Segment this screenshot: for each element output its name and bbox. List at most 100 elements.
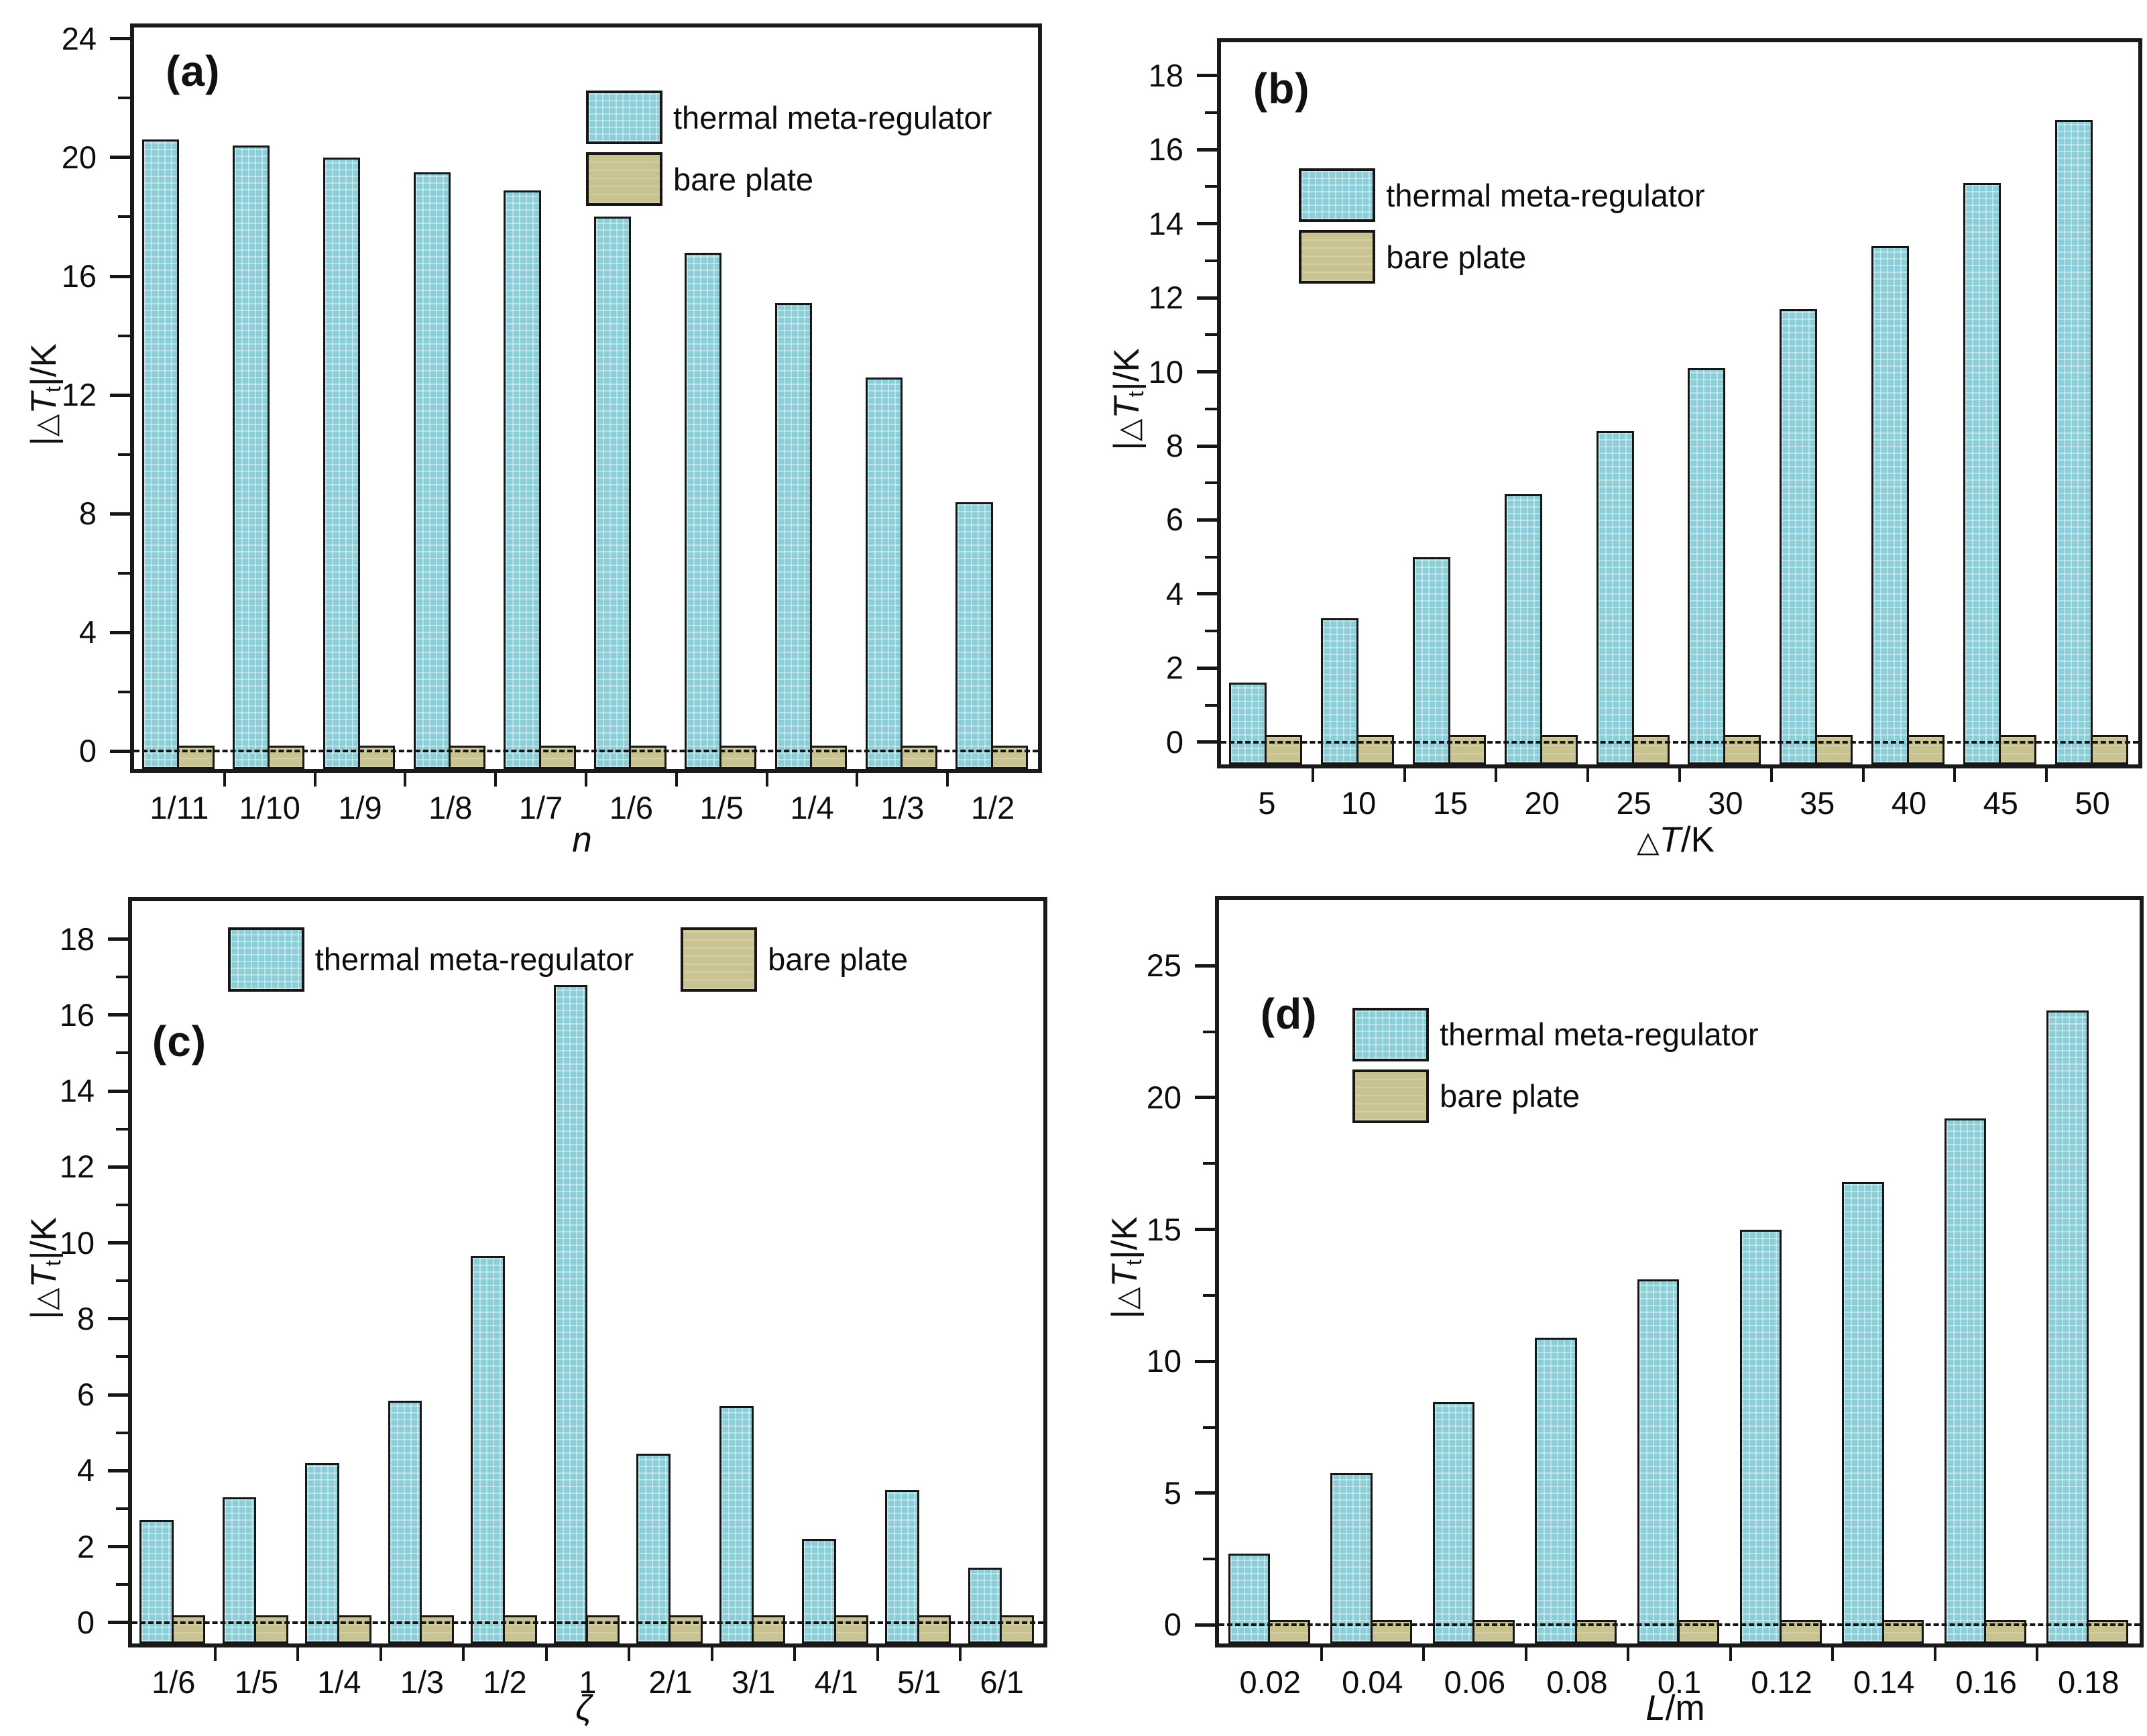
x-axis-tick: [675, 773, 678, 787]
x-axis-category-label: 1/3: [400, 1664, 445, 1700]
y-axis-title: |△Tt|/K: [1083, 38, 1170, 760]
y-axis-minor-tick: [1203, 1558, 1215, 1561]
y-axis-minor-tick: [116, 1431, 128, 1434]
bar-thermal-meta-regulator: [684, 252, 722, 769]
y-axis-major-tick: [1195, 1096, 1215, 1100]
bar-thermal-meta-regulator: [1871, 245, 1909, 764]
bar-thermal-meta-regulator: [1432, 1402, 1475, 1643]
bar-thermal-meta-regulator: [553, 984, 588, 1643]
x-axis-category-label: 5: [1258, 785, 1276, 821]
x-axis-tick: [1831, 1647, 1835, 1661]
bar-bare-plate: [1723, 734, 1761, 764]
y-axis-major-tick: [108, 1545, 128, 1549]
bar-bare-plate: [171, 1615, 206, 1643]
bar-bare-plate: [1631, 734, 1670, 764]
legend-swatch-bare-plate: [1299, 230, 1376, 284]
y-axis-tick-label: 2: [76, 1528, 95, 1564]
bar-bare-plate: [358, 745, 396, 769]
bar-thermal-meta-regulator: [719, 1406, 754, 1643]
bar-thermal-meta-regulator: [955, 502, 993, 769]
axis-label-part: t: [40, 1260, 65, 1267]
y-axis-tick-label: 20: [1146, 1079, 1181, 1115]
x-axis-category-label: 15: [1432, 785, 1468, 821]
y-axis-major-tick: [110, 156, 130, 160]
x-axis-tick: [1320, 1647, 1323, 1661]
y-axis-tick-label: 20: [61, 139, 97, 175]
x-axis-category-label: 0.12: [1751, 1664, 1812, 1700]
x-axis-category-label: 1/4: [790, 790, 834, 825]
y-axis-tick-label: 0: [1165, 724, 1183, 760]
x-axis-tick: [2045, 768, 2048, 782]
y-axis-minor-tick: [116, 1583, 128, 1586]
y-axis-tick-label: 0: [1163, 1607, 1181, 1643]
bar-bare-plate: [900, 745, 938, 769]
y-axis-major-tick: [1197, 148, 1217, 152]
x-axis-tick: [213, 1647, 217, 1661]
x-axis-tick: [1861, 768, 1865, 782]
bar-bare-plate: [1540, 734, 1578, 764]
plot-area-b: 0 2 4 6 8 10 12 14 16 18 (b) thermal meta-regulator…: [1149, 38, 2142, 782]
legend-item: thermal meta-regulator: [586, 91, 992, 144]
bar-thermal-meta-regulator: [1637, 1279, 1680, 1643]
bar-bare-plate: [502, 1615, 537, 1643]
zero-reference-line: [132, 1621, 1043, 1624]
y-axis-minor-tick: [1205, 259, 1217, 262]
axis-label-part: t: [40, 386, 65, 392]
y-axis-major-tick: [110, 512, 130, 516]
x-axis-category-label: 2/1: [648, 1664, 693, 1700]
bar-bare-plate: [990, 745, 1028, 769]
bar-bare-plate: [585, 1615, 620, 1643]
x-axis-category-label: 1/9: [338, 790, 382, 825]
x-axis-category-label: 1/4: [317, 1664, 361, 1700]
bar-thermal-meta-regulator: [802, 1539, 837, 1643]
zero-reference-line: [1219, 1623, 2140, 1627]
x-axis-tick: [404, 773, 407, 787]
bar-thermal-meta-regulator: [2046, 1010, 2089, 1643]
x-axis-category-label: 0.06: [1444, 1664, 1506, 1700]
y-axis-tick-label: 16: [59, 996, 95, 1033]
y-axis-minor-tick: [118, 215, 130, 219]
y-axis-tick-label: 16: [1148, 131, 1183, 168]
x-axis-category-label: 1/6: [152, 1664, 196, 1700]
y-axis-minor-tick: [116, 1051, 128, 1055]
x-axis-title: n: [130, 819, 1034, 860]
x-axis-category-label: 40: [1891, 785, 1927, 821]
y-axis-tick-label: 12: [59, 1149, 95, 1185]
y-axis-major-tick: [1195, 1491, 1215, 1495]
panel-label: (b): [1253, 64, 1310, 113]
axis-label-part: |/K: [1104, 1216, 1145, 1260]
legend-swatch-thermal-meta-regulator: [227, 927, 304, 992]
plot-area-a: 0 4 8 12 16 20 24 (a) thermal meta-regulator bare…: [62, 21, 1042, 787]
x-axis-tick: [765, 773, 768, 787]
bar-bare-plate: [1356, 734, 1395, 764]
y-axis-minor-tick: [118, 690, 130, 693]
legend-swatch-bare-plate: [1352, 1069, 1430, 1123]
y-axis-major-tick: [110, 274, 130, 278]
y-axis-major-tick: [1197, 222, 1217, 226]
bar-thermal-meta-regulator: [139, 1519, 174, 1643]
legend: thermal meta-regulator bare plate: [586, 91, 992, 206]
y-axis-tick-label: 2: [1165, 650, 1183, 686]
x-axis-category-label: 1: [579, 1664, 597, 1700]
bar-bare-plate: [1998, 734, 2036, 764]
x-axis-tick: [462, 1647, 465, 1661]
legend-swatch-thermal-meta-regulator: [586, 91, 662, 144]
y-axis-major-tick: [110, 37, 130, 41]
y-axis-tick-label: 16: [61, 258, 97, 294]
x-axis-tick: [1627, 1647, 1630, 1661]
y-axis-major-tick: [108, 937, 128, 941]
legend: thermal meta-regulator bare plate: [1352, 1007, 1759, 1123]
bar-thermal-meta-regulator: [1688, 368, 1726, 764]
y-axis-tick-label: 24: [61, 20, 97, 56]
panel-label: (c): [152, 1017, 207, 1065]
y-axis-minor-tick: [118, 453, 130, 456]
y-axis-minor-tick: [1203, 1030, 1215, 1033]
y-axis-major-tick: [108, 1165, 128, 1169]
bar-bare-plate: [177, 745, 215, 769]
bar-bare-plate: [917, 1615, 951, 1643]
plot-area-c: 0 2 4 6 8 10 12 14 16 18 (c) thermal meta-regulator…: [60, 897, 1047, 1661]
bar-thermal-meta-regulator: [388, 1400, 422, 1643]
y-axis-tick-label: 0: [78, 733, 97, 769]
legend-swatch-bare-plate: [681, 927, 758, 992]
